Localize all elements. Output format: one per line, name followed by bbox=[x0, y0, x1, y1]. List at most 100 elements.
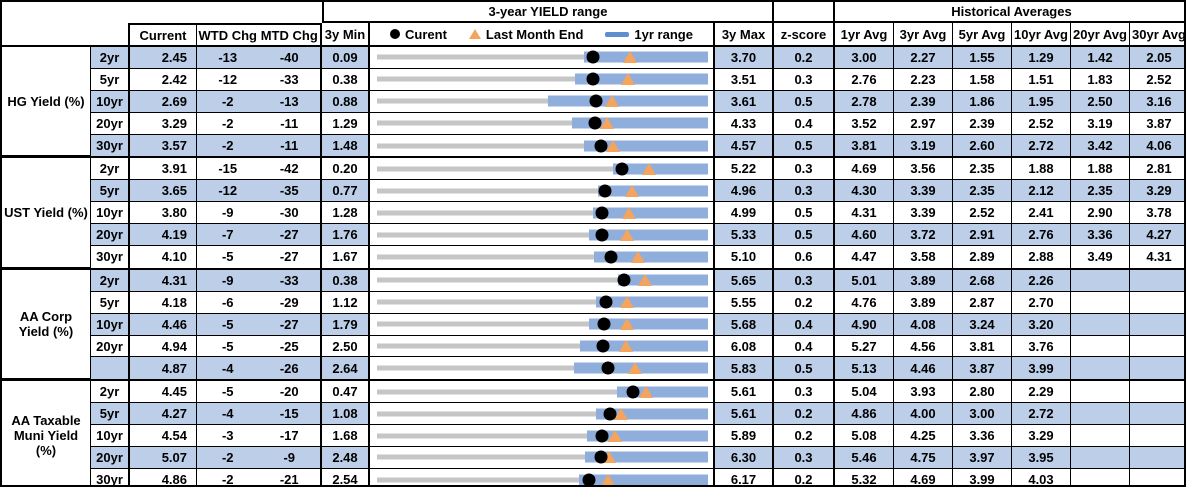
range-track bbox=[377, 477, 708, 483]
cell-mtd-chg: -33 bbox=[279, 272, 299, 288]
range-1yr-bar bbox=[595, 296, 708, 308]
cell-avg-1yr: 5.08 bbox=[835, 425, 894, 448]
cell-avg-3yr: 2.23 bbox=[894, 68, 953, 91]
last-month-end-marker bbox=[608, 429, 623, 442]
cell-avg-1yr: 5.13 bbox=[835, 357, 894, 380]
tenor-label: 10yr bbox=[91, 313, 130, 336]
tenor-label: 30yr bbox=[91, 134, 130, 157]
cell-avg-30yr bbox=[1130, 291, 1184, 314]
range-chart-plot bbox=[377, 381, 708, 402]
tenor-label: 2yr bbox=[91, 158, 130, 181]
cell-mtd-chg: -40 bbox=[279, 49, 299, 65]
cell-avg-30yr: 2.05 bbox=[1130, 47, 1184, 69]
range-chart-cell bbox=[370, 202, 715, 225]
range-track bbox=[377, 54, 708, 60]
tenor-label: 2yr bbox=[91, 381, 130, 404]
range-1yr-bar bbox=[547, 95, 708, 107]
cell-3y-min: 1.68 bbox=[322, 425, 370, 448]
cell-avg-10yr: 3.99 bbox=[1012, 357, 1071, 380]
cell-wtd-chg: -12 bbox=[218, 183, 238, 199]
cell-avg-3yr: 4.25 bbox=[894, 425, 953, 448]
legend-1yr-label: 1yr range bbox=[634, 26, 693, 42]
current-dot bbox=[595, 228, 609, 242]
cell-mtd-chg: -26 bbox=[279, 360, 299, 376]
range-1yr-bar bbox=[584, 51, 708, 63]
cell-wtd-chg: -13 bbox=[218, 49, 238, 65]
current-dot-icon bbox=[390, 29, 401, 39]
cell-mtd-chg: -15 bbox=[279, 406, 299, 422]
cell-avg-30yr: 2.52 bbox=[1130, 68, 1184, 91]
cell-avg-20yr: 1.83 bbox=[1071, 68, 1130, 91]
yield-group: AA Taxable Muni Yield (%) 2yr 4.45 -5 -20 0.4… bbox=[2, 381, 1184, 485]
cell-z-score: 0.6 bbox=[774, 246, 835, 268]
cell-mtd-chg: -29 bbox=[279, 294, 299, 310]
current-dot bbox=[586, 72, 600, 86]
col-header-z-score: z-score bbox=[774, 23, 835, 47]
cell-3y-max: 5.22 bbox=[715, 158, 774, 181]
cell-3y-max: 5.89 bbox=[715, 425, 774, 448]
cell-avg-10yr: 2.41 bbox=[1012, 202, 1071, 225]
range-track bbox=[377, 365, 708, 371]
range-track bbox=[377, 188, 708, 194]
cell-changes: -13 -40 bbox=[197, 47, 322, 69]
range-chart-cell bbox=[370, 134, 715, 157]
cell-changes: -2 -11 bbox=[197, 134, 322, 157]
cell-3y-max: 6.17 bbox=[715, 468, 774, 485]
range-chart-cell bbox=[370, 112, 715, 135]
current-dot bbox=[599, 295, 613, 309]
cell-avg-3yr: 3.39 bbox=[894, 180, 953, 203]
range-track bbox=[377, 343, 708, 349]
cell-avg-1yr: 2.76 bbox=[835, 68, 894, 91]
tenor-label: 20yr bbox=[91, 112, 130, 135]
cell-3y-min: 0.38 bbox=[322, 68, 370, 91]
cell-mtd-chg: -11 bbox=[280, 138, 299, 153]
current-dot bbox=[586, 50, 600, 64]
cell-avg-30yr: 4.27 bbox=[1130, 224, 1184, 247]
cell-3y-max: 5.83 bbox=[715, 357, 774, 380]
cell-mtd-chg: -30 bbox=[279, 205, 299, 221]
cell-3y-max: 6.08 bbox=[715, 335, 774, 358]
cell-wtd-chg: -5 bbox=[221, 384, 234, 400]
cell-3y-min: 1.67 bbox=[322, 246, 370, 268]
cell-current: 3.80 bbox=[130, 202, 197, 225]
group-label: AA Corp Yield (%) bbox=[2, 269, 91, 380]
cell-z-score: 0.3 bbox=[774, 180, 835, 203]
cell-current: 4.46 bbox=[130, 313, 197, 336]
last-month-end-marker bbox=[605, 95, 620, 108]
cell-avg-30yr bbox=[1130, 357, 1184, 380]
cell-avg-20yr: 3.49 bbox=[1071, 246, 1130, 268]
current-dot bbox=[594, 450, 608, 464]
range-track bbox=[377, 166, 708, 172]
cell-current: 3.57 bbox=[130, 134, 197, 157]
cell-avg-20yr bbox=[1071, 403, 1130, 426]
yield-group: UST Yield (%) 2yr 3.91 -15 -42 0.20 5.22 0.3 4.6… bbox=[2, 158, 1184, 270]
cell-avg-20yr bbox=[1071, 335, 1130, 358]
range-track bbox=[377, 389, 708, 395]
range-1yr-bar bbox=[580, 340, 708, 352]
cell-current: 4.87 bbox=[130, 357, 197, 380]
cell-avg-3yr: 3.39 bbox=[894, 202, 953, 225]
cell-avg-3yr: 4.56 bbox=[894, 335, 953, 358]
cell-changes: -12 -35 bbox=[197, 180, 322, 203]
range-chart-plot bbox=[377, 135, 708, 157]
range-chart-plot bbox=[377, 357, 708, 379]
tenor-label: 5yr bbox=[91, 68, 130, 91]
range-chart-plot bbox=[377, 469, 708, 485]
group-label: AA Taxable Muni Yield (%) bbox=[2, 381, 91, 485]
tenor-label: 10yr bbox=[91, 202, 130, 225]
cell-avg-3yr: 4.00 bbox=[894, 403, 953, 426]
range-track bbox=[377, 232, 708, 238]
range-1yr-bar bbox=[579, 474, 708, 485]
cell-current: 4.27 bbox=[130, 403, 197, 426]
range-track bbox=[377, 120, 708, 126]
cell-3y-min: 1.48 bbox=[322, 134, 370, 157]
cell-3y-max: 4.96 bbox=[715, 180, 774, 203]
cell-z-score: 0.5 bbox=[774, 224, 835, 247]
range-chart-cell bbox=[370, 335, 715, 358]
cell-avg-20yr: 2.50 bbox=[1071, 90, 1130, 113]
cell-wtd-chg: -4 bbox=[221, 406, 234, 422]
last-month-end-marker bbox=[623, 51, 638, 64]
cell-avg-5yr: 3.24 bbox=[953, 313, 1012, 336]
cell-avg-20yr: 3.36 bbox=[1071, 224, 1130, 247]
cell-avg-30yr bbox=[1130, 468, 1184, 485]
